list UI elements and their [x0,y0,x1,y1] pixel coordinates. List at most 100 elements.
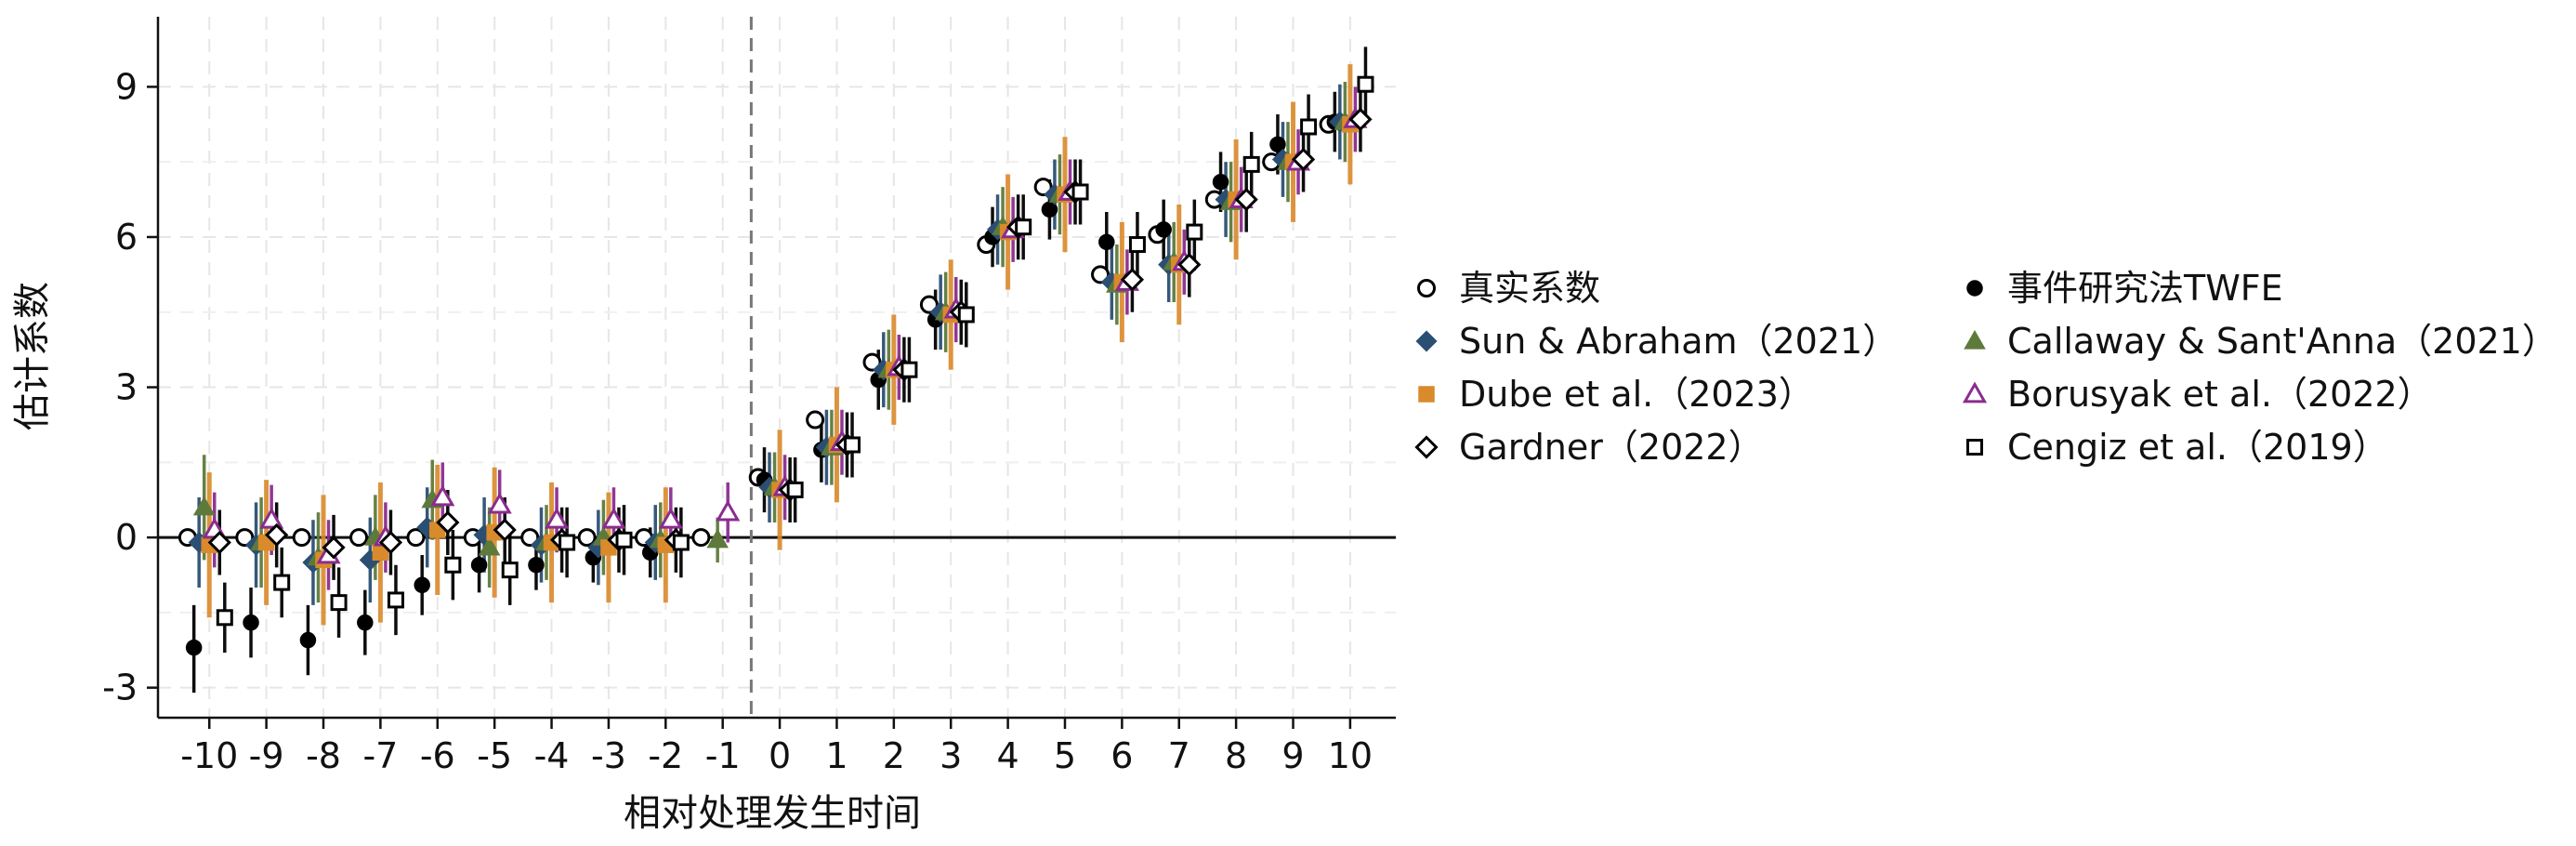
data-point [1234,187,1258,212]
data-point [430,484,455,507]
legend: 真实系数 事件研究法TWFE Sun & Abraham（2021） Callaway… [1414,268,2557,468]
ci-layer [191,46,1368,694]
data-point [601,507,626,529]
data-point [1186,223,1203,241]
data-point [658,507,683,529]
data-point [349,528,369,548]
data-point [501,562,519,579]
data-point [559,534,576,551]
data-point [1128,236,1146,254]
x-tick-label: 1 [825,735,848,776]
data-point [1091,265,1111,284]
data-point [1300,118,1318,136]
legend-entry: Cengiz et al.（2019） [1966,427,2388,468]
data-point [544,507,570,529]
data-point [436,510,460,535]
data-point [414,576,430,594]
legend-swatch [1966,280,1983,297]
x-tick-label: 4 [997,735,1019,776]
legend-label: Cengiz et al.（2019） [2007,427,2388,468]
data-point [1291,147,1316,172]
data-point [1177,252,1202,277]
data-point [235,528,255,548]
data-point [1155,221,1172,238]
axis-layer [147,17,1396,729]
data-point [378,530,403,555]
data-point [1015,218,1032,236]
data-point [1269,136,1286,153]
data-point [806,410,825,430]
data-point [493,518,517,542]
x-tick-label: 8 [1225,735,1247,776]
data-point [786,481,804,498]
legend-swatch [1962,381,1988,403]
legend-entry: Gardner（2022） [1414,427,1764,468]
x-tick-label: -8 [306,735,341,776]
data-point [330,594,348,612]
y-tick-label: 0 [115,517,138,558]
legend-label: Sun & Abraham（2021） [1459,321,1898,362]
data-point [216,609,233,627]
data-point [862,352,882,372]
x-tick-label: -7 [362,735,398,776]
legend-entry: 事件研究法TWFE [1966,268,2283,309]
x-tick-label: -9 [249,735,284,776]
x-tick-label: 2 [883,735,905,776]
x-tick-label: -5 [477,735,512,776]
x-tick-label: 9 [1281,735,1304,776]
data-point [691,528,711,548]
data-point [357,614,374,631]
data-point [299,631,317,649]
legend-label: Dube et al.（2023） [1459,374,1814,415]
y-axis-title: 估计系数 [11,282,54,430]
data-point [1212,173,1229,191]
x-tick-label: -3 [591,735,626,776]
legend-entry: 真实系数 [1417,268,1600,309]
data-point [406,528,426,548]
legend-entry: Dube et al.（2023） [1418,374,1814,415]
x-tick-label: 6 [1111,735,1133,776]
data-point [1242,155,1260,173]
data-point [322,535,346,560]
data-point [716,499,741,522]
data-point [900,361,918,378]
x-tick-label: -6 [420,735,455,776]
data-point [919,295,939,314]
y-tick-label: 3 [115,367,138,408]
legend-label: 真实系数 [1459,268,1600,309]
legend-swatch [1414,435,1439,459]
y-tick-label: 9 [115,66,138,107]
legend-label: Borusyak et al.（2022） [2007,374,2433,415]
legend-entry: Sun & Abraham（2021） [1415,321,1898,362]
x-tick-label: -1 [705,735,741,776]
y-tick-label: 6 [115,217,138,258]
x-tick-label: 5 [1054,735,1076,776]
legend-label: Gardner（2022） [1459,427,1764,468]
data-point [487,492,512,514]
data-point [185,639,203,656]
data-point [273,574,291,591]
data-point [192,496,216,516]
data-point [243,614,259,631]
marker-layer [177,75,1374,656]
data-point [672,534,690,551]
legend-label: Callaway & Sant'Anna（2021） [2007,321,2557,362]
data-point [207,530,231,555]
data-point [1098,233,1115,251]
y-tick-label: -3 [102,668,138,708]
x-tick-label: -2 [648,735,683,776]
data-point [528,556,545,574]
data-point [444,556,462,574]
data-point [292,528,311,548]
x-tick-label: 7 [1168,735,1190,776]
data-point [1357,75,1374,93]
x-tick-label: 0 [769,735,791,776]
data-point [470,556,488,574]
data-point [706,528,729,549]
legend-entry: Borusyak et al.（2022） [1962,374,2433,415]
data-point [844,436,861,454]
grid-layer [158,17,1396,718]
data-point [957,306,975,324]
